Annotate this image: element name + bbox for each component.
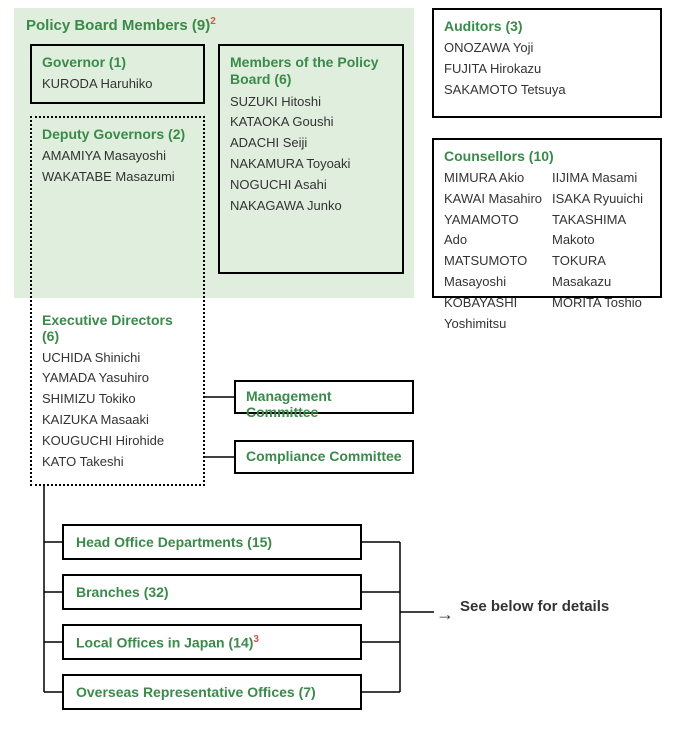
bar3-text: Local Offices in Japan (14) <box>76 634 253 650</box>
auditors-title: Auditors (3) <box>444 18 650 34</box>
exec-name-3: KAIZUKA Masaaki <box>42 410 193 431</box>
deputy-exec-box: Deputy Governors (2) AMAMIYA Masayoshi W… <box>30 116 205 486</box>
counsellors-c1-2: YAMAMOTO Ado <box>444 210 542 252</box>
counsellors-title: Counsellors (10) <box>444 148 650 164</box>
branches-bar: Branches (32) <box>62 574 362 610</box>
bar4-text: Overseas Representative Offices (7) <box>76 684 316 700</box>
exec-name-2: SHIMIZU Tokiko <box>42 389 193 410</box>
governor-name: KURODA Haruhiko <box>42 74 193 95</box>
auditors-name-2: SAKAMOTO Tetsuya <box>444 80 650 101</box>
management-committee-box: Management Committee <box>234 380 414 414</box>
policy-board-sup: 2 <box>210 16 216 27</box>
exec-name-4: KOUGUCHI Hirohide <box>42 431 193 452</box>
auditors-box: Auditors (3) ONOZAWA Yoji FUJITA Hirokaz… <box>432 8 662 118</box>
deputy-section: Deputy Governors (2) AMAMIYA Masayoshi W… <box>42 126 193 188</box>
exec-name-5: KATO Takeshi <box>42 452 193 473</box>
local-offices-bar: Local Offices in Japan (14)3 <box>62 624 362 660</box>
exec-title: Executive Directors (6) <box>42 312 193 344</box>
members-title: Members of the Policy Board (6) <box>230 54 392 88</box>
counsellors-c1-1: KAWAI Masahiro <box>444 189 542 210</box>
counsellors-box: Counsellors (10) MIMURA Akio KAWAI Masah… <box>432 138 662 298</box>
counsellors-c2-1: ISAKA Ryuuichi <box>552 189 650 210</box>
counsellors-c2-2: TAKASHIMA Makoto <box>552 210 650 252</box>
counsellors-c1-3: MATSUMOTO Masayoshi <box>444 251 542 293</box>
governor-title: Governor (1) <box>42 54 193 70</box>
members-name-3: NAKAMURA Toyoaki <box>230 154 392 175</box>
members-box: Members of the Policy Board (6) SUZUKI H… <box>218 44 404 274</box>
auditors-name-0: ONOZAWA Yoji <box>444 38 650 59</box>
exec-name-0: UCHIDA Shinichi <box>42 348 193 369</box>
deputy-name-1: WAKATABE Masazumi <box>42 167 193 188</box>
exec-name-1: YAMADA Yasuhiro <box>42 368 193 389</box>
compliance-committee-box: Compliance Committee <box>234 440 414 474</box>
exec-section: Executive Directors (6) UCHIDA Shinichi … <box>42 312 193 473</box>
comp-title: Compliance Committee <box>246 448 402 464</box>
counsellors-c1-4: KOBAYASHI Yoshimitsu <box>444 293 542 335</box>
bar2-text: Branches (32) <box>76 584 169 600</box>
counsellors-c1-0: MIMURA Akio <box>444 168 542 189</box>
see-below-text: See below for details <box>460 598 609 615</box>
counsellors-c2-3: TOKURA Masakazu <box>552 251 650 293</box>
members-name-1: KATAOKA Goushi <box>230 112 392 133</box>
policy-board-title-text: Policy Board Members (9) <box>26 17 210 34</box>
arrow-icon: → <box>436 604 454 625</box>
deputy-name-0: AMAMIYA Masayoshi <box>42 146 193 167</box>
members-name-4: NOGUCHI Asahi <box>230 175 392 196</box>
governor-box: Governor (1) KURODA Haruhiko <box>30 44 205 104</box>
overseas-offices-bar: Overseas Representative Offices (7) <box>62 674 362 710</box>
members-name-2: ADACHI Seiji <box>230 133 392 154</box>
mgmt-title: Management Committee <box>246 388 402 420</box>
bar1-text: Head Office Departments (15) <box>76 534 272 550</box>
bar3-sup: 3 <box>253 634 259 645</box>
auditors-name-1: FUJITA Hirokazu <box>444 59 650 80</box>
counsellors-c2-0: IIJIMA Masami <box>552 168 650 189</box>
counsellors-c2-4: MORITA Toshio <box>552 293 650 314</box>
deputy-title: Deputy Governors (2) <box>42 126 193 142</box>
head-office-bar: Head Office Departments (15) <box>62 524 362 560</box>
policy-board-title: Policy Board Members (9)2 <box>26 16 216 34</box>
members-name-5: NAKAGAWA Junko <box>230 196 392 217</box>
members-name-0: SUZUKI Hitoshi <box>230 92 392 113</box>
